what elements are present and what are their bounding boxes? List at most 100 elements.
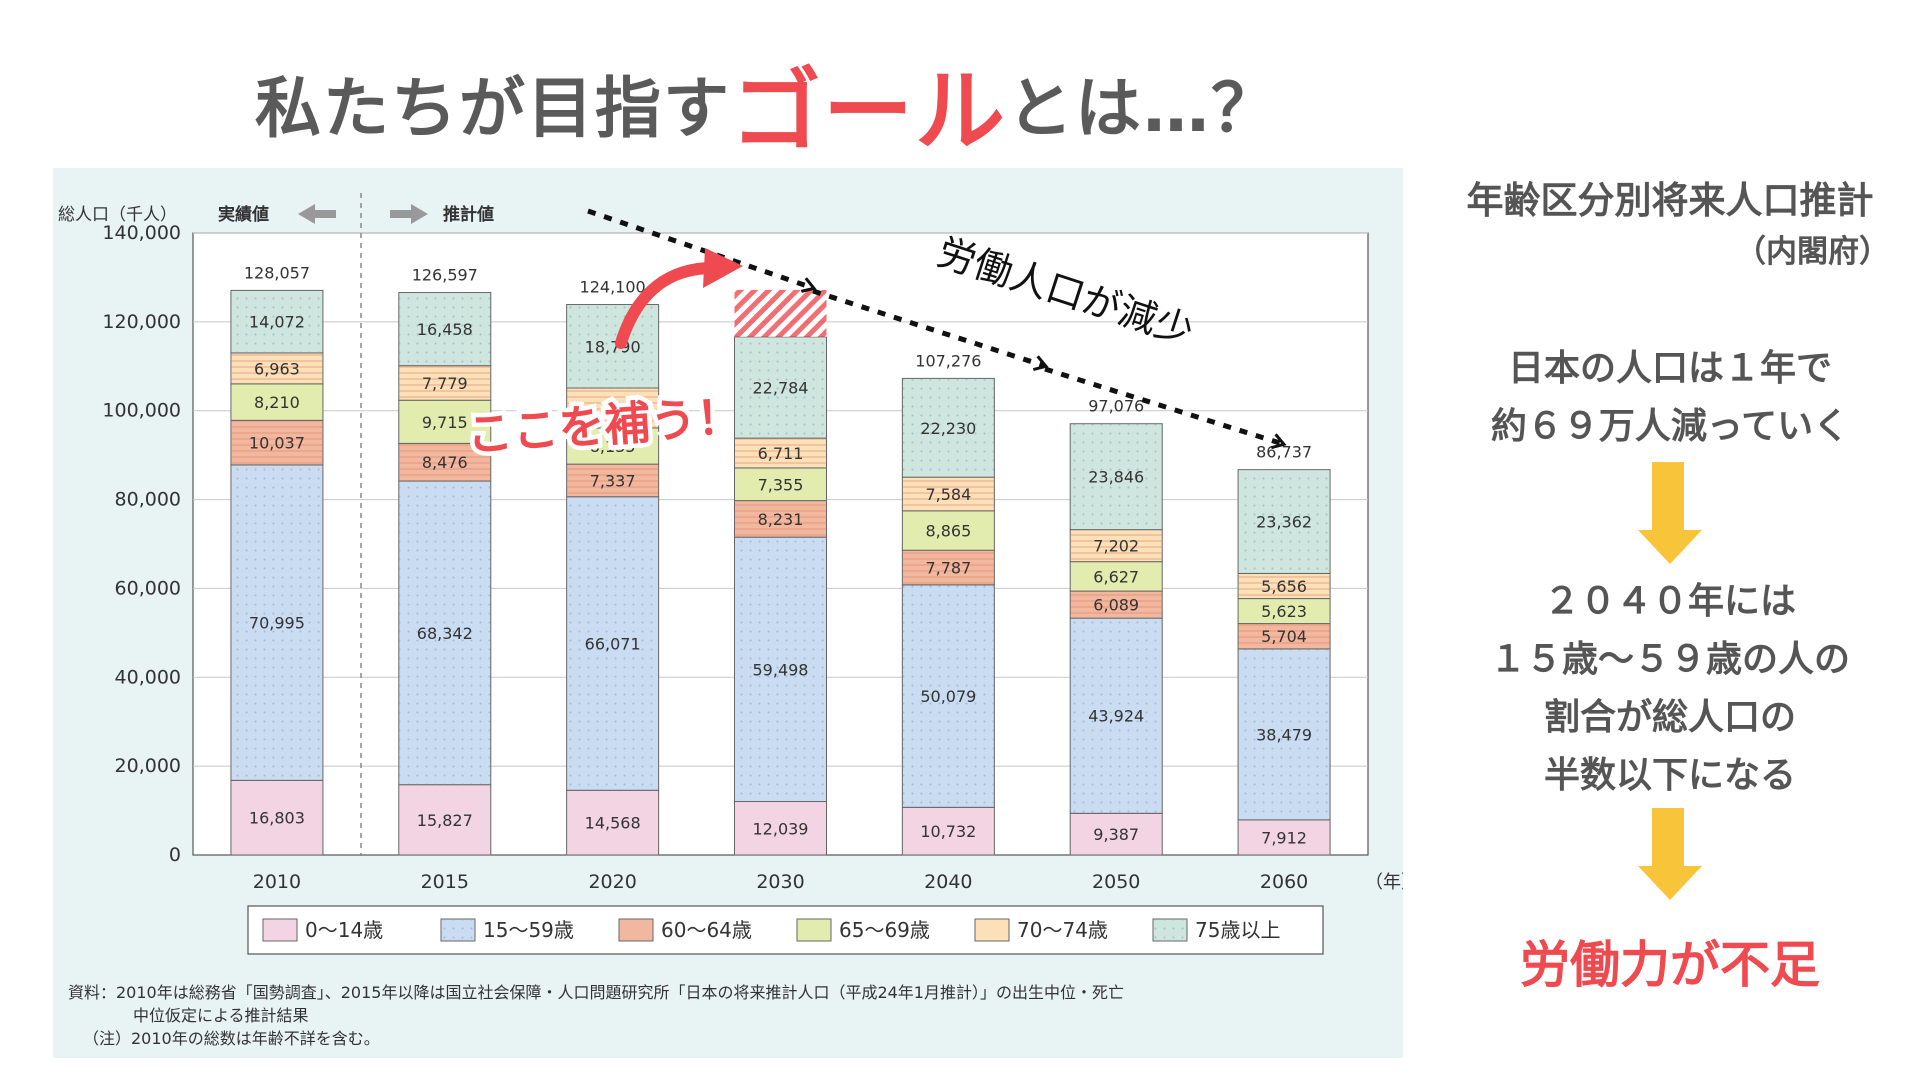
segment-value-label: 14,072 [249,313,305,332]
bar-segment [1069,812,1163,856]
legend-label: 75歳以上 [1195,918,1280,942]
source-note-3: （注）2010年の総数は年齢不詳を含む。 [83,1029,380,1048]
bar-pattern [398,443,491,482]
forecast-2040: ２０４０年には １５歳〜５９歳の人の 割合が総人口の 半数以下になる [1420,573,1920,805]
y-tick-label: 100,000 [102,400,181,422]
legend-label: 60〜64歳 [661,918,752,942]
segment-value-label: 8,865 [925,522,971,541]
segment-value-label: 7,779 [422,374,468,393]
segment-value-label: 7,787 [925,559,971,578]
bar-pattern [734,500,827,538]
forecast-line-1: ２０４０年には [1543,581,1796,622]
y-tick-label: 0 [169,844,181,866]
arrow-left-icon [298,204,336,224]
side-source: （内閣府） [1735,234,1890,270]
segment-value-label: 7,202 [1093,537,1139,556]
bar-segment [230,779,324,856]
population-fact: 日本の人口は１年で 約６９万人減っていく [1420,340,1920,456]
segment-value-label: 23,846 [1088,468,1144,487]
bar-pattern [230,464,323,781]
segment-value-label: 10,732 [920,822,976,841]
legend-label: 15〜59歳 [483,918,574,942]
x-tick-label: 2010 [253,871,301,893]
side-title: 年齢区分別将来人口推計 [1466,179,1874,222]
bar-pattern [1238,623,1331,649]
segment-value-label: 8,231 [758,510,804,529]
bar-segment [230,383,324,421]
bar-total-label: 128,057 [244,263,310,282]
bar-segment [398,399,492,444]
bar-total-label: 126,597 [412,266,478,285]
bar-pattern [1070,529,1163,562]
segment-value-label: 12,039 [753,819,809,838]
segment-value-label: 7,912 [1261,828,1307,847]
segment-value-label: 5,704 [1261,627,1307,646]
bar-pattern [1070,423,1163,530]
fact-line-2: 約６９万人減っていく [1490,406,1850,447]
trend-arrow-1 [587,208,813,288]
segment-value-label: 5,623 [1261,602,1307,621]
y-tick-label: 120,000 [102,311,181,333]
segment-value-label: 50,079 [920,687,976,706]
bar-pattern [1070,618,1163,814]
fill-curve-arrow [615,262,719,349]
segment-value-label: 14,568 [585,814,641,833]
x-tick-label: 2020 [588,871,636,893]
title-part1: 私たちが目指す [255,70,731,147]
source-note-2: 中位仮定による推計結果 [133,1006,309,1025]
x-axis-unit: （年） [1365,872,1403,893]
bar-total-label: 97,076 [1088,397,1144,416]
segment-value-label: 43,924 [1088,707,1144,726]
x-tick-label: 2060 [1260,871,1308,893]
bar-pattern [902,477,995,511]
bar-pattern [398,292,491,366]
bar-pattern [734,336,827,439]
bar-segment [1237,819,1331,856]
bar-segment [1069,561,1163,592]
bar-pattern [902,378,995,478]
segment-value-label: 23,362 [1256,513,1312,532]
segment-value-label: 8,210 [254,393,300,412]
bar-total-label: 124,100 [580,278,646,297]
segment-value-label: 8,135 [590,437,636,456]
segment-value-label: 18,790 [585,337,641,356]
x-tick-label: 2050 [1092,871,1140,893]
bar-pattern [1238,469,1331,574]
bar-pattern [398,481,491,785]
down-arrow-icon [1638,808,1702,900]
bar-pattern [566,496,659,791]
segment-value-label: 9,715 [422,413,468,432]
bar-total-label: 107,276 [915,351,981,370]
legend-label: 65〜69歳 [839,918,930,942]
legend-swatch [974,918,1010,942]
segment-value-label: 10,037 [249,434,305,453]
bar-pattern [230,290,323,353]
bar-pattern [734,438,827,468]
bar-pattern [902,584,995,808]
segment-value-label: 7,355 [758,475,804,494]
legend-swatch-pattern [441,919,475,941]
bar-pattern [230,352,323,384]
segment-value-label: 6,963 [254,359,300,378]
bar-pattern [566,304,659,389]
bar-total-label: 86,737 [1256,443,1312,462]
forecast-line-3: 割合が総人口の [1543,697,1796,738]
segment-value-label: 15,827 [417,811,473,830]
segment-value-label: 16,458 [417,320,473,339]
forecast-line-2: １５歳〜５９歳の人の [1489,639,1850,680]
segment-value-label: 7,337 [590,471,636,490]
trend-arrow-3 [1044,366,1283,444]
actual-label: 実績値 [218,204,269,225]
trend-arrow-2 [812,288,1045,366]
y-tick-label: 140,000 [102,222,181,244]
source-note-1: 資料：2010年は総務省「国勢調査」、2015年以降は国立社会保障・人口問題研究… [68,983,1124,1002]
segment-value-label: 6,711 [758,444,804,463]
page-title: 私たちが目指すゴールとは…？ [255,38,1279,164]
x-tick-label: 2040 [924,871,972,893]
segment-value-label: 59,498 [753,660,809,679]
title-part2: とは…？ [1007,70,1279,147]
y-tick-label: 40,000 [115,666,181,688]
y-tick-label: 60,000 [115,577,181,599]
segment-value-label: 6,089 [1093,596,1139,615]
legend-swatch [262,918,298,942]
